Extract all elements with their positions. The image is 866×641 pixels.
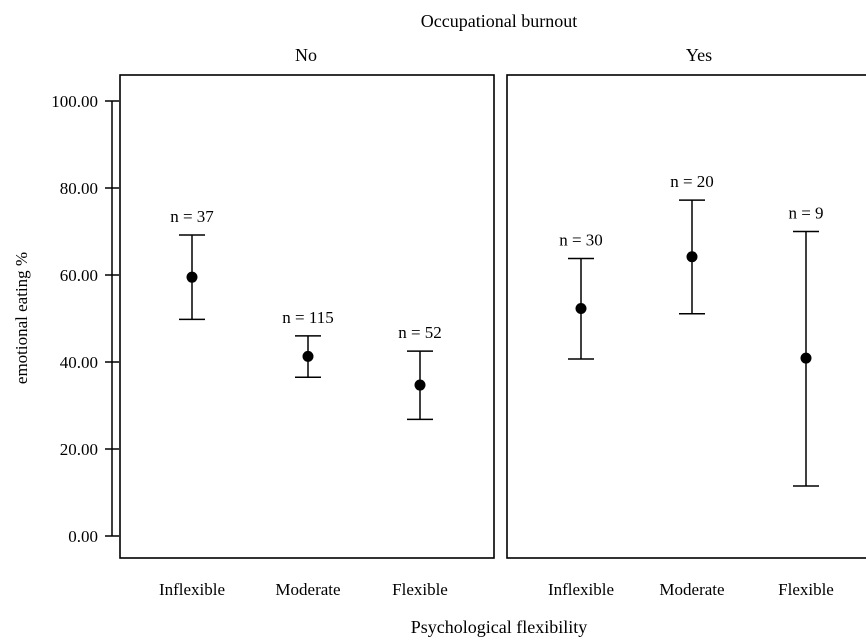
mean-point [414, 379, 426, 391]
chart-marks: n = 37 n = 115 n = 52 n = 30 n = 20 n = 9 [170, 172, 824, 487]
x-tick-labels: Inflexible Moderate Flexible Inflexible Mode… [159, 580, 834, 599]
y-axis: 0.00 20.00 40.00 60.00 80.00 100.00 [51, 92, 119, 546]
x-tick-label: Flexible [392, 580, 448, 599]
n-label: n = 20 [670, 172, 714, 191]
n-label: n = 30 [559, 230, 603, 249]
x-tick-label: Inflexible [548, 580, 614, 599]
mean-point [800, 352, 812, 364]
y-tick-label: 100.00 [51, 92, 98, 111]
mean-point [302, 350, 314, 362]
error-bar-group: n = 37 [170, 207, 214, 321]
x-tick-label: Moderate [659, 580, 724, 599]
y-tick-label: 60.00 [60, 266, 98, 285]
chart-title: Occupational burnout [421, 11, 577, 31]
y-tick-label: 40.00 [60, 353, 98, 372]
panel-label-yes: Yes [686, 45, 712, 65]
x-axis-label: Psychological flexibility [411, 617, 587, 637]
error-bar-group: n = 20 [670, 172, 714, 315]
n-label: n = 115 [282, 308, 333, 327]
n-label: n = 52 [398, 323, 442, 342]
y-tick-label: 0.00 [68, 527, 98, 546]
x-tick-label: Inflexible [159, 580, 225, 599]
mean-point [575, 302, 587, 314]
error-bar-group: n = 9 [788, 204, 824, 487]
n-label: n = 9 [788, 204, 823, 223]
panel-frame-yes [506, 74, 866, 559]
error-bar-group: n = 115 [282, 308, 334, 378]
error-bar-group: n = 52 [398, 323, 442, 421]
mean-point [186, 271, 198, 283]
n-label: n = 37 [170, 207, 214, 226]
mean-point [686, 251, 698, 263]
error-bar-group: n = 30 [559, 230, 603, 360]
y-axis-label: emotional eating % [12, 252, 31, 384]
y-tick-label: 20.00 [60, 440, 98, 459]
panel-label-no: No [295, 45, 317, 65]
y-tick-label: 80.00 [60, 179, 98, 198]
panel-frame-no [119, 74, 495, 559]
x-tick-label: Flexible [778, 580, 834, 599]
x-tick-label: Moderate [275, 580, 340, 599]
